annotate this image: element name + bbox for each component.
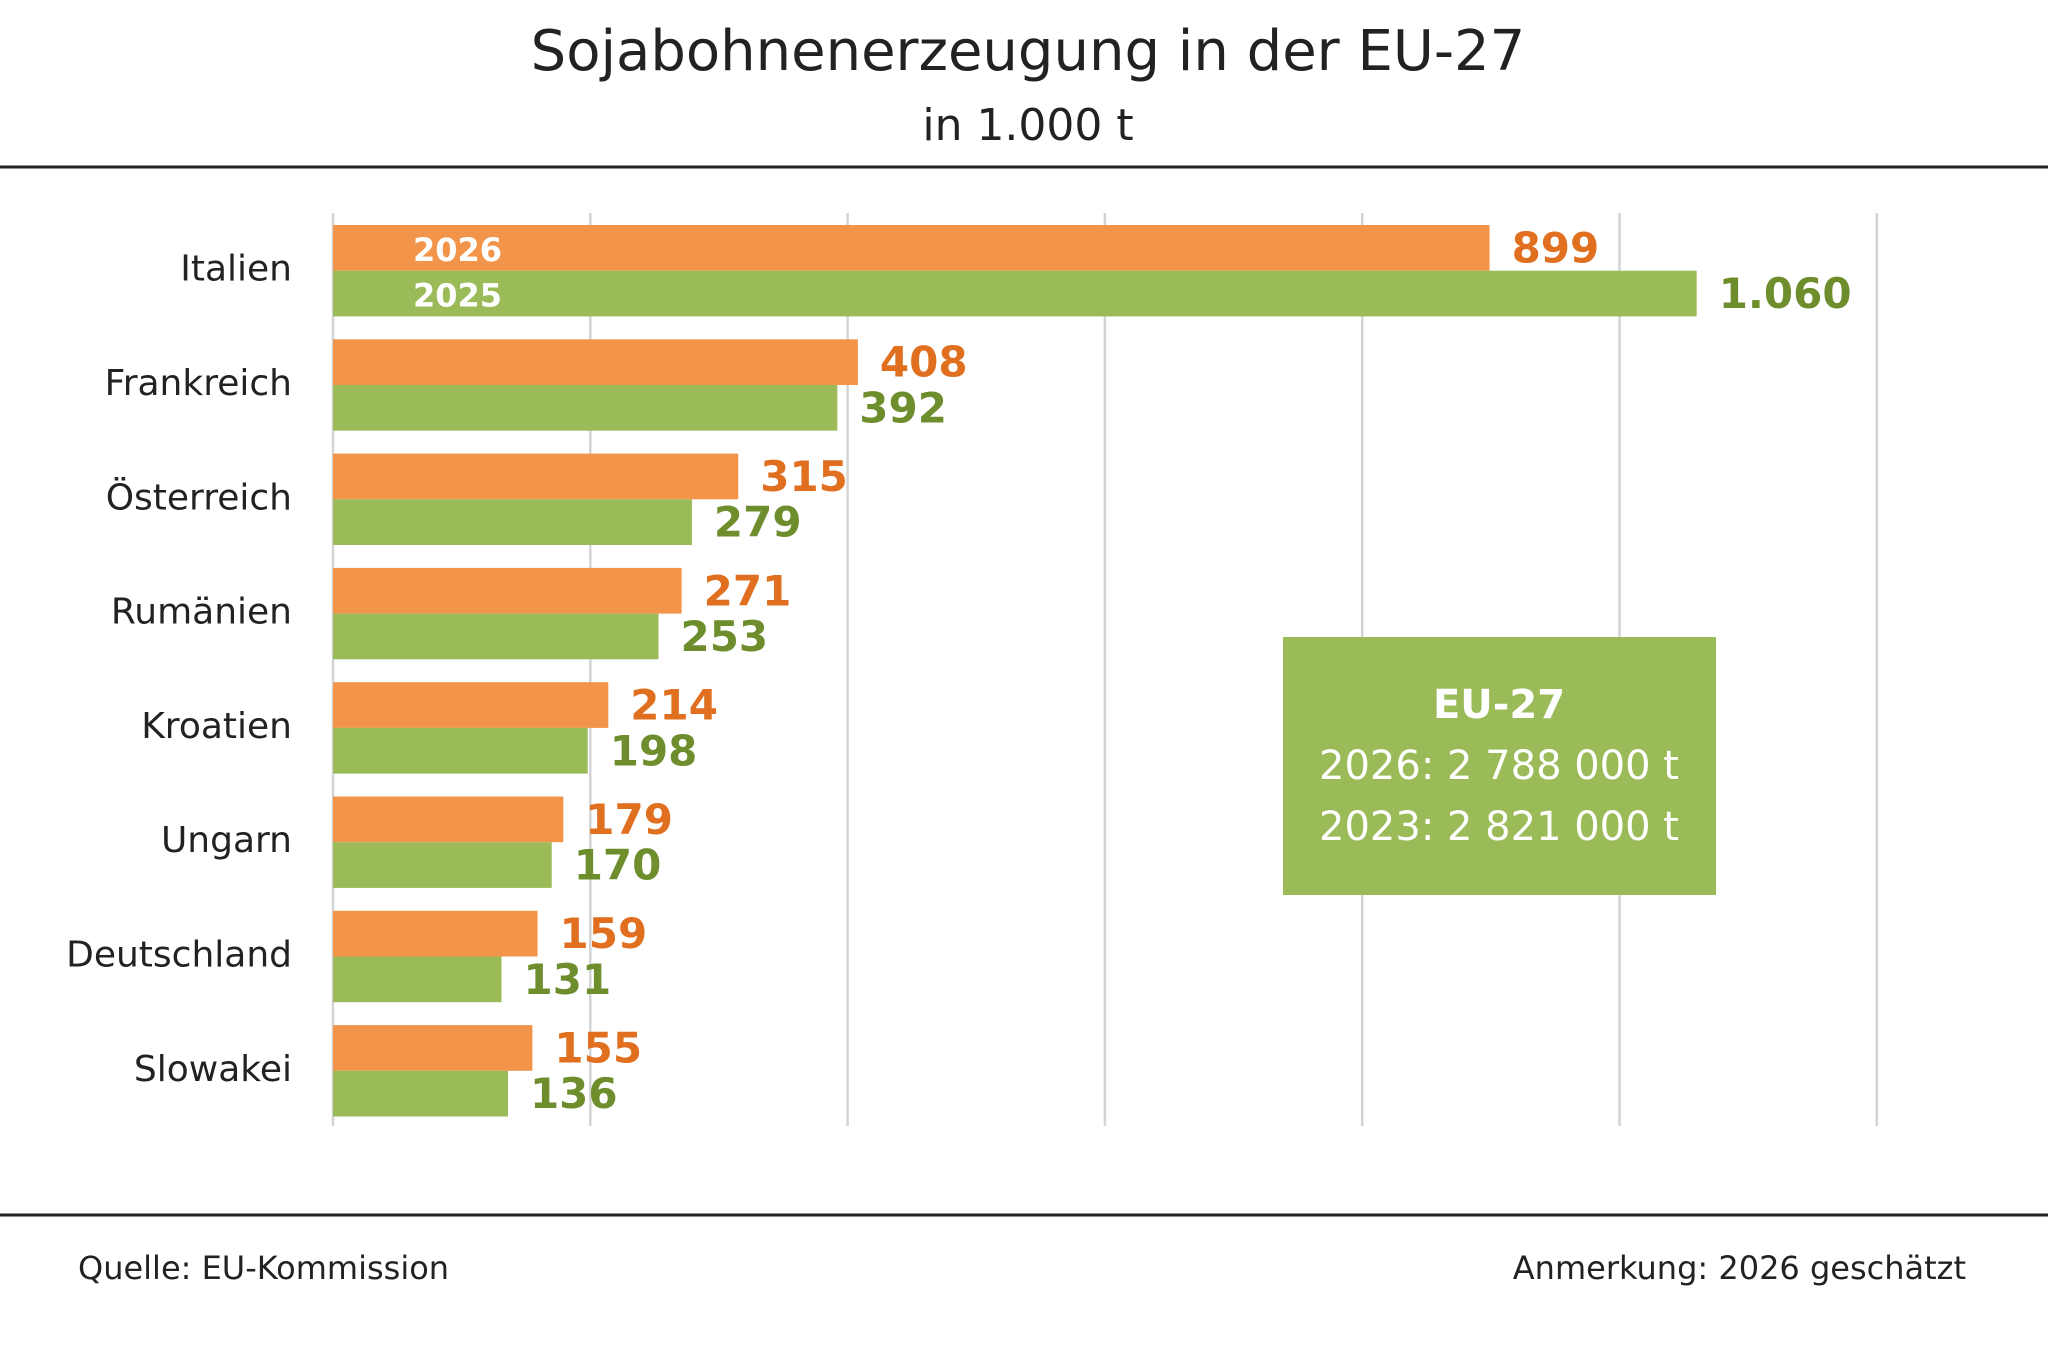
bar — [333, 727, 588, 774]
data-label: 159 — [560, 909, 648, 958]
annotation-title: EU-27 — [1433, 682, 1565, 728]
data-label: 392 — [859, 383, 947, 432]
legend-entry: 2025 — [413, 277, 502, 315]
bar — [333, 567, 682, 614]
data-label: 253 — [680, 612, 768, 661]
y-tick-label: Slowakei — [134, 1049, 292, 1090]
bar — [333, 796, 564, 843]
bar — [333, 956, 502, 1003]
y-tick-label: Ungarn — [161, 820, 292, 861]
legend-entry: 2026 — [413, 231, 502, 269]
bar — [333, 842, 552, 888]
bar — [333, 385, 838, 431]
bar — [333, 225, 1490, 271]
y-tick-label: Frankreich — [105, 363, 292, 404]
source: Quelle: EU-Kommission — [78, 1249, 449, 1287]
data-label: 214 — [630, 681, 718, 730]
bar — [333, 910, 538, 957]
annotation-line: 2023: 2 821 000 t — [1319, 804, 1679, 850]
data-label: 198 — [610, 726, 698, 775]
data-label: 271 — [704, 566, 792, 615]
chart-subtitle: in 1.000 t — [922, 100, 1133, 151]
bar — [333, 613, 659, 660]
data-label: 131 — [524, 955, 612, 1004]
bar — [333, 1025, 533, 1071]
y-tick-label: Kroatien — [141, 706, 292, 747]
data-label: 155 — [554, 1023, 642, 1072]
data-label: 136 — [530, 1069, 618, 1118]
annotation-box — [1283, 637, 1716, 895]
bar — [333, 1070, 508, 1117]
data-label: 170 — [574, 841, 662, 890]
note: Anmerkung: 2026 geschätzt — [1513, 1249, 1966, 1287]
data-label: 315 — [760, 452, 848, 501]
y-tick-label: Rumänien — [111, 592, 292, 633]
bar — [333, 339, 858, 385]
data-label: 179 — [585, 795, 673, 844]
chart-title: Sojabohnenerzeugung in der EU-27 — [531, 19, 1526, 84]
y-tick-label: Deutschland — [66, 935, 292, 976]
data-label: 899 — [1512, 223, 1600, 272]
y-tick-label: Österreich — [106, 476, 292, 518]
data-label: 279 — [714, 498, 802, 547]
bar — [333, 499, 692, 545]
bar — [333, 270, 1697, 317]
data-label: 408 — [880, 338, 968, 387]
y-tick-label: Italien — [180, 249, 292, 290]
bar — [333, 453, 739, 500]
bar — [333, 682, 609, 728]
annotation-line: 2026: 2 788 000 t — [1319, 743, 1679, 789]
data-label: 1.060 — [1719, 269, 1852, 318]
